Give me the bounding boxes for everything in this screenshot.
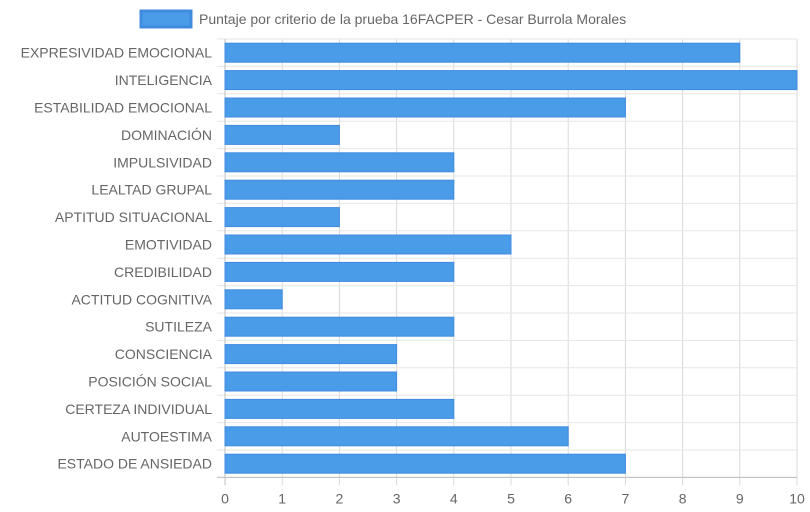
category-label: CREDIBILIDAD [114,264,212,280]
bar[interactable] [224,289,283,310]
category-label: SUTILEZA [145,319,213,335]
bar[interactable] [224,179,455,200]
bar[interactable] [224,124,340,145]
x-tick-label: 4 [450,490,458,506]
bar[interactable] [224,316,455,337]
x-tick-label: 10 [789,490,805,506]
bar[interactable] [224,426,569,447]
bar[interactable] [224,207,340,228]
bar[interactable] [224,234,512,255]
category-labels: EXPRESIVIDAD EMOCIONAL INTELIGENCIA ESTABI… [21,45,213,472]
category-label: ESTADO DE ANSIEDAD [57,456,212,472]
x-axis: 0 1 2 3 4 5 6 7 8 9 10 [221,490,805,506]
category-label: APTITUD SITUACIONAL [55,209,212,225]
x-tick-label: 3 [393,490,401,506]
legend[interactable]: Puntaje por criterio de la prueba 16FACP… [139,9,626,29]
bar[interactable] [224,152,455,173]
category-label: CONSCIENCIA [115,346,213,362]
x-tick-label: 0 [221,490,229,506]
category-label: LEALTAD GRUPAL [91,182,212,198]
bar[interactable] [224,70,798,91]
x-tick-label: 6 [564,490,572,506]
bar[interactable] [224,97,626,118]
x-tick-label: 9 [736,490,744,506]
bar[interactable] [224,398,455,419]
category-label: ESTABILIDAD EMOCIONAL [34,100,212,116]
category-label: IMPULSIVIDAD [113,154,212,170]
category-label: ACTITUD COGNITIVA [71,291,212,307]
x-tick-label: 1 [278,490,286,506]
category-label: POSICIÓN SOCIAL [88,374,212,390]
x-tick-label: 8 [679,490,687,506]
category-label: DOMINACIÓN [121,127,212,143]
bar[interactable] [224,344,398,365]
category-label: INTELIGENCIA [115,72,213,88]
bar[interactable] [224,371,398,392]
bar[interactable] [224,42,741,63]
legend-swatch [139,9,193,29]
category-label: EXPRESIVIDAD EMOCIONAL [21,45,213,61]
category-label: EMOTIVIDAD [125,237,212,253]
category-label: CERTEZA INDIVIDUAL [65,401,212,417]
x-tick-label: 2 [336,490,344,506]
x-tick-label: 5 [507,490,515,506]
bar[interactable] [224,453,626,474]
x-tick-label: 7 [622,490,630,506]
legend-label: Puntaje por criterio de la prueba 16FACP… [199,11,626,27]
bars [224,42,798,474]
category-label: AUTOESTIMA [121,428,212,444]
bar[interactable] [224,261,455,282]
